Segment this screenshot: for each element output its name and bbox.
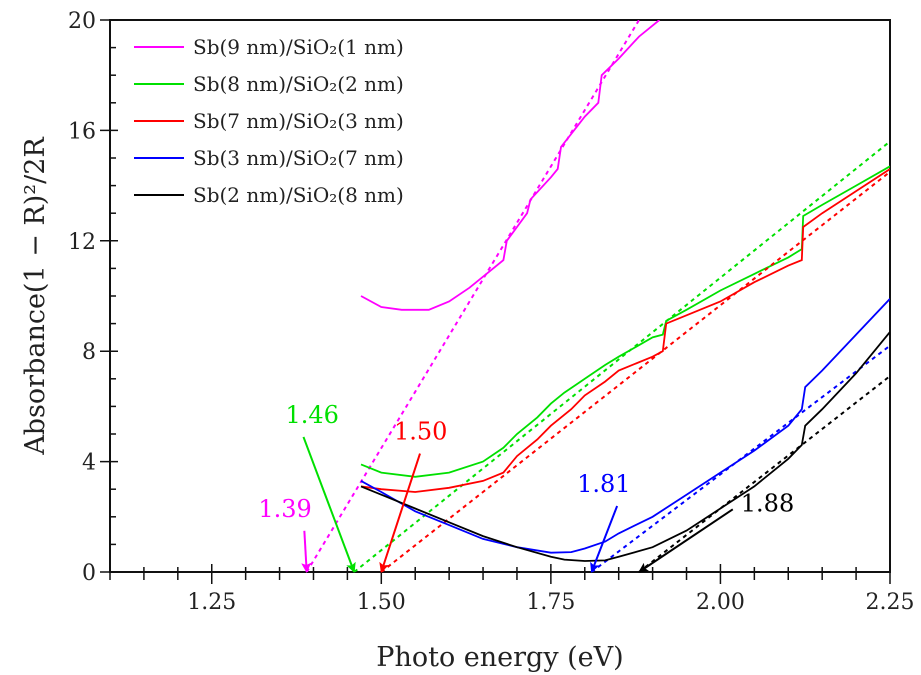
legend-entry: Sb(9 nm)/SiO₂(1 nm) <box>193 35 404 59</box>
annotation-arrow <box>638 508 734 573</box>
legend-entry: Sb(7 nm)/SiO₂(3 nm) <box>193 109 404 133</box>
x-tick-label: 2.25 <box>866 590 915 615</box>
plot-area <box>305 20 890 572</box>
annotation-arrow <box>379 453 421 573</box>
x-axis-title: Photo energy (eV) <box>376 642 623 673</box>
fit-line-4 <box>638 375 890 572</box>
annotation-label: 1.50 <box>394 418 447 446</box>
annotation-arrow <box>590 505 619 573</box>
y-axis-title: Absorbance(1 − R)²/2R <box>20 137 51 456</box>
series-line-3 <box>360 298 890 554</box>
annotation-label: 1.81 <box>577 470 630 498</box>
series-line-0 <box>360 20 660 311</box>
legend-entry: Sb(8 nm)/SiO₂(2 nm) <box>193 72 404 96</box>
y-tick-label: 4 <box>82 451 96 476</box>
legend-entry: Sb(3 nm)/SiO₂(7 nm) <box>193 146 404 170</box>
fit-line-0 <box>305 20 640 572</box>
x-tick-label: 1.25 <box>187 590 236 615</box>
annotation-label: 1.88 <box>741 489 794 517</box>
fit-line-2 <box>380 171 890 572</box>
annotation-label: 1.46 <box>285 401 338 429</box>
fit-line-1 <box>353 140 890 572</box>
x-tick-label: 1.75 <box>526 590 575 615</box>
x-tick-label: 2.00 <box>696 590 745 615</box>
y-tick-label: 12 <box>68 230 96 255</box>
legend-entry: Sb(2 nm)/SiO₂(8 nm) <box>193 183 404 207</box>
annotation-label: 1.39 <box>258 495 311 523</box>
annotation-arrow <box>301 530 312 573</box>
series-line-2 <box>360 168 890 493</box>
y-tick-label: 8 <box>82 340 96 365</box>
series-line-4 <box>360 331 890 562</box>
annotation-arrow <box>302 436 356 573</box>
y-tick-label: 0 <box>82 561 96 586</box>
y-tick-label: 16 <box>68 119 96 144</box>
x-tick-label: 1.50 <box>357 590 406 615</box>
y-tick-label: 20 <box>68 9 96 34</box>
